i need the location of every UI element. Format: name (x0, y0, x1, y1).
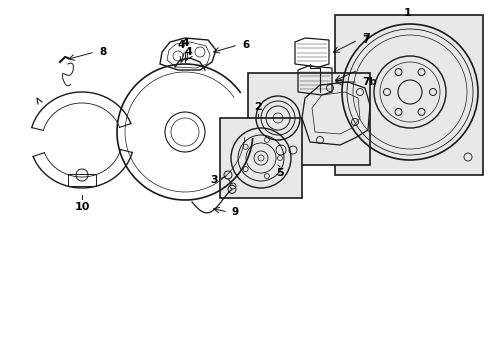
Text: 3: 3 (210, 175, 218, 185)
Text: 9: 9 (231, 207, 239, 217)
Text: 8: 8 (99, 47, 106, 57)
Bar (247, 73, 369, 165)
Text: 4: 4 (183, 47, 192, 57)
Text: 4: 4 (181, 38, 188, 48)
Text: 7: 7 (361, 33, 369, 43)
Bar (220, 118, 302, 198)
Bar (334, 15, 482, 175)
Text: 7: 7 (361, 35, 368, 45)
Text: 5: 5 (276, 168, 283, 178)
Text: 10: 10 (74, 202, 89, 212)
Bar (68, 174, 96, 186)
Text: 1: 1 (403, 8, 411, 18)
Text: 2: 2 (254, 102, 262, 112)
Text: 4: 4 (177, 40, 184, 50)
Text: 6: 6 (242, 40, 249, 50)
Text: 7b: 7b (361, 77, 376, 87)
